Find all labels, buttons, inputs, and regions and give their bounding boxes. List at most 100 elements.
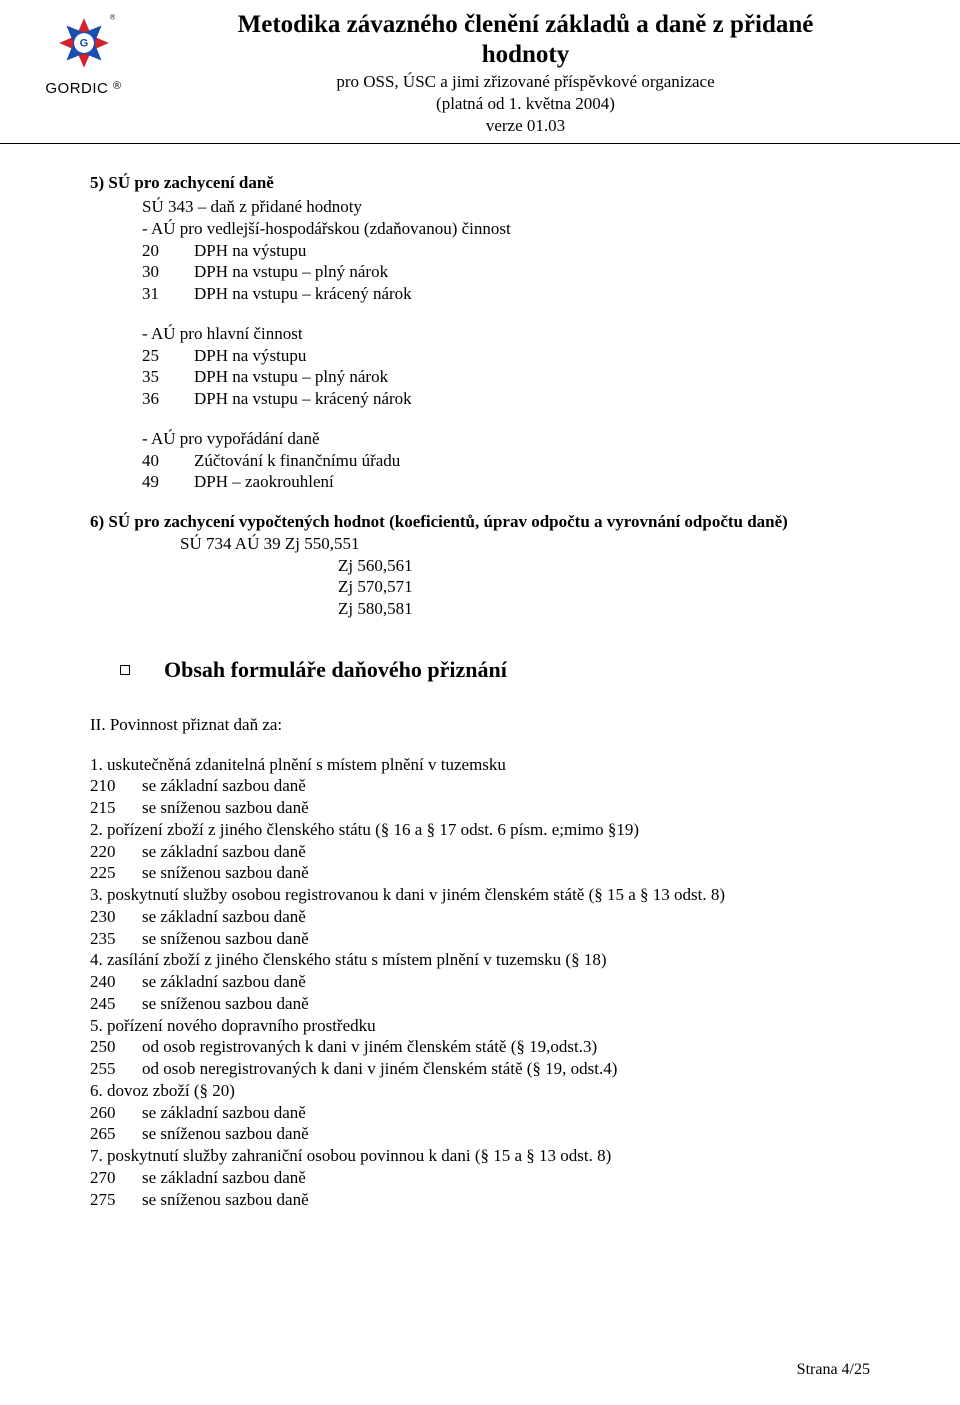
zj-line: Zj 580,581 (90, 598, 870, 620)
code-text: DPH na vstupu – plný nárok (194, 261, 388, 283)
form-row: 245se sníženou sazbou daně (90, 993, 870, 1015)
form-item-head: 3. poskytnutí služby osobou registrovano… (90, 884, 870, 906)
code-row: 40Zúčtování k finančnímu úřadu (142, 450, 870, 472)
section5-head: 5) SÚ pro zachycení daně (90, 172, 870, 194)
header-text: Metodika závazného členění základů a dan… (131, 10, 920, 143)
code: 245 (90, 993, 142, 1015)
form-item-head: 7. poskytnutí služby zahraniční osobou p… (90, 1145, 870, 1167)
code-row: 25DPH na výstupu (142, 345, 870, 367)
form-item-head: 6. dovoz zboží (§ 20) (90, 1080, 870, 1102)
form-row: 225se sníženou sazbou daně (90, 862, 870, 884)
form-row: 250od osob registrovaných k dani v jiném… (90, 1036, 870, 1058)
code-text: se základní sazbou daně (142, 1102, 306, 1124)
s5-g3-head: - AÚ pro vypořádání daně (90, 428, 870, 450)
sub-line3: verze 01.03 (486, 116, 565, 135)
code: 210 (90, 775, 142, 797)
s5-g1-head: - AÚ pro vedlejší-hospodářskou (zdaňovan… (90, 218, 870, 240)
code: 40 (142, 450, 194, 472)
page-footer: Strana 4/25 (797, 1361, 870, 1379)
form-row: 240se základní sazbou daně (90, 971, 870, 993)
code-text: se základní sazbou daně (142, 971, 306, 993)
code: 36 (142, 388, 194, 410)
code-row: 35DPH na vstupu – plný nárok (142, 366, 870, 388)
code: 250 (90, 1036, 142, 1058)
s5-g3-rows: 40Zúčtování k finančnímu úřadu49DPH – za… (90, 450, 870, 494)
title-line1: Metodika závazného členění základů a dan… (238, 11, 814, 38)
su343-line: SÚ 343 – daň z přidané hodnoty (90, 196, 870, 218)
form-row: 230se základní sazbou daně (90, 906, 870, 928)
s5-g2-head: - AÚ pro hlavní činnost (90, 323, 870, 345)
form-row: 220se základní sazbou daně (90, 841, 870, 863)
code-text: se základní sazbou daně (142, 841, 306, 863)
form-title-row: Obsah formuláře daňového přiznání (120, 656, 870, 684)
section6-head: 6) SÚ pro zachycení vypočtených hodnot (… (90, 511, 870, 533)
code: 220 (90, 841, 142, 863)
zj-line: Zj 570,571 (90, 576, 870, 598)
code-text: se sníženou sazbou daně (142, 993, 309, 1015)
s5-g1-rows: 20DPH na výstupu30DPH na vstupu – plný n… (90, 240, 870, 305)
code-text: od osob neregistrovaných k dani v jiném … (142, 1058, 617, 1080)
code: 20 (142, 240, 194, 262)
page-header: G ® GORDIC ® Metodika závazného členění … (0, 0, 960, 144)
sub-line2: (platná od 1. května 2004) (436, 94, 615, 113)
code: 230 (90, 906, 142, 928)
code-row: 49DPH – zaokrouhlení (142, 471, 870, 493)
s6-zj-lines: Zj 560,561Zj 570,571Zj 580,581 (90, 555, 870, 620)
code: 49 (142, 471, 194, 493)
title-line2: hodnoty (482, 41, 570, 68)
svg-text:®: ® (110, 12, 115, 21)
form-item-head: 2. pořízení zboží z jiného členského stá… (90, 819, 870, 841)
form-row: 255od osob neregistrovaných k dani v jin… (90, 1058, 870, 1080)
code: 35 (142, 366, 194, 388)
svg-text:G: G (79, 38, 88, 50)
code-text: se základní sazbou daně (142, 906, 306, 928)
code-text: se sníženou sazbou daně (142, 1123, 309, 1145)
code-text: DPH na vstupu – krácený nárok (194, 283, 412, 305)
code: 235 (90, 928, 142, 950)
form-row: 235se sníženou sazbou daně (90, 928, 870, 950)
code-text: DPH na výstupu (194, 240, 306, 262)
code: 225 (90, 862, 142, 884)
form-item-head: 5. pořízení nového dopravního prostředku (90, 1015, 870, 1037)
logo-caption: GORDIC ® (36, 80, 131, 97)
code-text: se sníženou sazbou daně (142, 862, 309, 884)
form-row: 215se sníženou sazbou daně (90, 797, 870, 819)
code-text: se sníženou sazbou daně (142, 1189, 309, 1211)
code: 270 (90, 1167, 142, 1189)
logo-block: G ® GORDIC ® (36, 10, 131, 97)
code: 260 (90, 1102, 142, 1124)
code-text: DPH na vstupu – plný nárok (194, 366, 388, 388)
code-text: Zúčtování k finančnímu úřadu (194, 450, 400, 472)
code-text: se základní sazbou daně (142, 775, 306, 797)
code-row: 20DPH na výstupu (142, 240, 870, 262)
code-text: DPH na vstupu – krácený nárok (194, 388, 412, 410)
gordic-logo-icon: G ® (53, 12, 115, 79)
code-text: se sníženou sazbou daně (142, 928, 309, 950)
form-row: 270se základní sazbou daně (90, 1167, 870, 1189)
code-row: 30DPH na vstupu – plný nárok (142, 261, 870, 283)
form-row: 275se sníženou sazbou daně (90, 1189, 870, 1211)
code-text: se sníženou sazbou daně (142, 797, 309, 819)
code-text: od osob registrovaných k dani v jiném čl… (142, 1036, 597, 1058)
code-text: DPH – zaokrouhlení (194, 471, 334, 493)
sub-line1: pro OSS, ÚSC a jimi zřizované příspěvkov… (336, 72, 714, 91)
code: 25 (142, 345, 194, 367)
zj-line: Zj 560,561 (90, 555, 870, 577)
code: 275 (90, 1189, 142, 1211)
form-title: Obsah formuláře daňového přiznání (164, 656, 507, 684)
logo-text: GORDIC (45, 80, 108, 97)
code: 215 (90, 797, 142, 819)
doc-subtitle: pro OSS, ÚSC a jimi zřizované příspěvkov… (131, 71, 920, 137)
code: 255 (90, 1058, 142, 1080)
code-text: DPH na výstupu (194, 345, 306, 367)
form-row: 210se základní sazbou daně (90, 775, 870, 797)
code-text: se základní sazbou daně (142, 1167, 306, 1189)
s6-line1: SÚ 734 AÚ 39 Zj 550,551 (90, 533, 870, 555)
document-page: G ® GORDIC ® Metodika závazného členění … (0, 0, 960, 1405)
s5-g2-rows: 25DPH na výstupu35DPH na vstupu – plný n… (90, 345, 870, 410)
form-block: II. Povinnost přiznat daň za: 1. uskuteč… (90, 714, 870, 1211)
form-row: 260se základní sazbou daně (90, 1102, 870, 1124)
doc-title: Metodika závazného členění základů a dan… (131, 10, 920, 69)
code: 30 (142, 261, 194, 283)
code: 240 (90, 971, 142, 993)
